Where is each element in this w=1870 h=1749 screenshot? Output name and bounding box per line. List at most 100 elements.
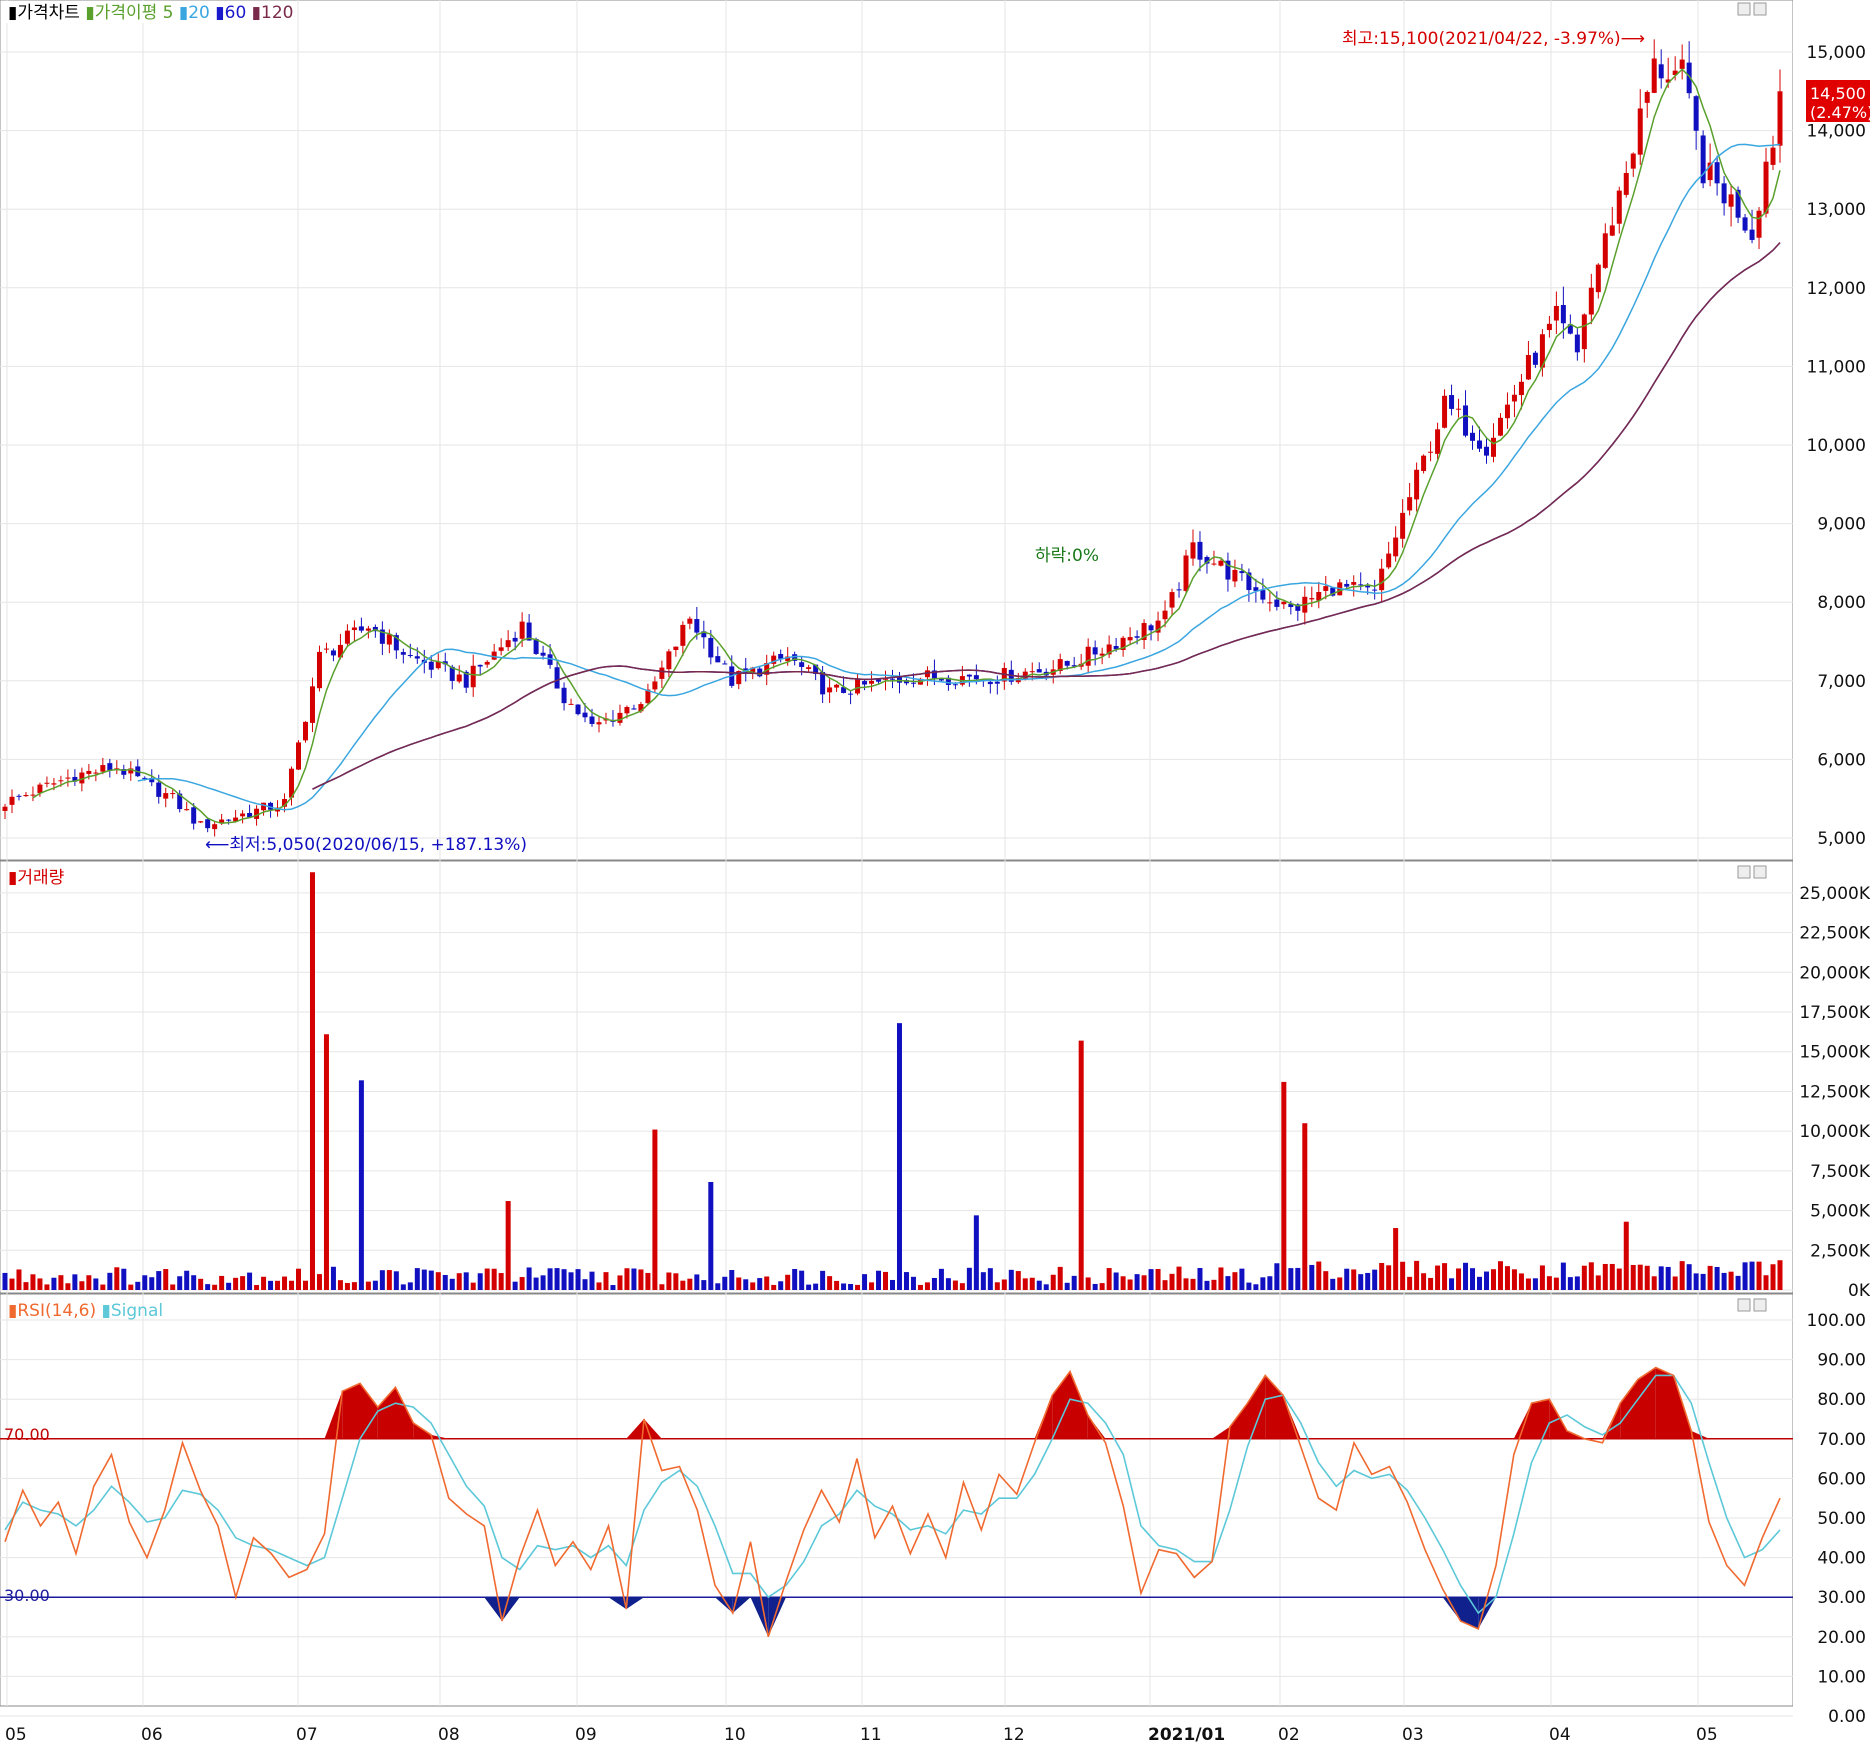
- volume-y-tick: 12,500K: [1799, 1082, 1870, 1102]
- candle-body: [337, 644, 343, 658]
- volume-bar: [184, 1270, 190, 1290]
- candle-body: [1253, 587, 1259, 591]
- volume-panel: [0, 860, 1794, 1294]
- volume-bar: [456, 1273, 462, 1290]
- volume-bar: [917, 1284, 923, 1290]
- candle-body: [435, 661, 441, 669]
- candle-body: [1204, 556, 1210, 564]
- candle-body: [1749, 229, 1755, 240]
- volume-bar: [1127, 1279, 1133, 1290]
- volume-bar: [1463, 1262, 1469, 1290]
- candle-body: [1225, 560, 1231, 580]
- candle-body: [792, 654, 798, 661]
- volume-bar: [1351, 1269, 1357, 1290]
- volume-bar: [1085, 1277, 1091, 1290]
- candle-body: [1658, 64, 1664, 79]
- candle-body: [862, 681, 868, 685]
- candle-body: [1309, 598, 1315, 600]
- rsi-overbought-fill: [395, 1387, 414, 1439]
- candle-body: [799, 662, 805, 667]
- x-tick-label: 12: [1003, 1725, 1025, 1745]
- close-icon[interactable]: [1753, 1298, 1767, 1312]
- rsi-70-label: 70.00: [4, 1425, 50, 1444]
- candle-body: [86, 770, 92, 774]
- candle-body: [994, 681, 1000, 684]
- candle-body: [365, 628, 371, 631]
- candle-body: [2, 806, 8, 811]
- rsi-y-tick: 40.00: [1817, 1549, 1866, 1569]
- volume-bar: [1581, 1265, 1587, 1290]
- candle-body: [1211, 563, 1217, 565]
- candle-body: [1532, 352, 1538, 365]
- volume-bar: [1456, 1268, 1462, 1290]
- candle-body: [848, 693, 854, 695]
- volume-y-tick: 20,000K: [1799, 963, 1870, 983]
- volume-bar: [1043, 1284, 1049, 1290]
- volume-bar: [330, 1266, 336, 1290]
- candle-body: [1127, 637, 1133, 641]
- price-panel: [0, 0, 1794, 861]
- candle-body: [386, 634, 392, 645]
- volume-bar: [1518, 1273, 1524, 1290]
- candle-body: [177, 793, 183, 810]
- volume-bar: [505, 1201, 511, 1290]
- candle-body: [1435, 429, 1441, 454]
- volume-bar: [1393, 1228, 1399, 1290]
- volume-bar: [498, 1273, 504, 1290]
- minimize-icon[interactable]: [1737, 2, 1751, 16]
- volume-bar: [1504, 1266, 1510, 1290]
- volume-bar: [1672, 1276, 1678, 1290]
- rsi-oversold-fill: [732, 1597, 751, 1614]
- rsi-y-tick: 70.00: [1817, 1430, 1866, 1450]
- volume-bar: [778, 1281, 784, 1290]
- volume-bar: [1490, 1269, 1496, 1290]
- volume-bar: [813, 1283, 819, 1290]
- volume-bar: [519, 1277, 525, 1290]
- volume-bar: [1092, 1283, 1098, 1290]
- panel-controls[interactable]: [1737, 2, 1767, 1312]
- volume-bar: [1400, 1261, 1406, 1290]
- rsi-overbought-fill: [1247, 1375, 1266, 1439]
- close-icon[interactable]: [1753, 865, 1767, 879]
- candle-body: [750, 667, 756, 673]
- volume-bar: [1176, 1266, 1182, 1290]
- volume-bar: [442, 1274, 448, 1290]
- volume-bar: [1295, 1267, 1301, 1290]
- last-price: 14,500: [1810, 84, 1866, 103]
- volume-bar: [1365, 1272, 1371, 1290]
- volume-bar: [945, 1278, 951, 1290]
- minimize-icon[interactable]: [1737, 1298, 1751, 1312]
- volume-bar: [938, 1268, 944, 1290]
- price-y-tick: 13,000: [1807, 200, 1866, 220]
- minimize-icon[interactable]: [1737, 865, 1751, 879]
- volume-bar: [1029, 1277, 1035, 1290]
- volume-y-tick: 5,000K: [1810, 1202, 1870, 1222]
- volume-bar: [1742, 1262, 1748, 1290]
- volume-bar: [449, 1278, 455, 1290]
- candle-body: [30, 794, 36, 796]
- volume-bar: [1120, 1276, 1126, 1290]
- price-y-tick: 10,000: [1807, 436, 1866, 456]
- candle-body: [37, 784, 43, 794]
- candle-body: [463, 671, 469, 688]
- candle-body: [1267, 602, 1273, 604]
- candle-body: [344, 630, 350, 644]
- volume-bar: [163, 1269, 169, 1290]
- candle-body: [470, 665, 476, 688]
- close-icon[interactable]: [1753, 2, 1767, 16]
- volume-y-tick: 17,500K: [1799, 1003, 1870, 1023]
- volume-bar: [107, 1272, 113, 1290]
- candle-body: [1651, 58, 1657, 93]
- volume-bar: [666, 1272, 672, 1290]
- candle-body: [268, 802, 274, 810]
- last-price-tag: 14,500 (2.47%): [1806, 80, 1870, 122]
- volume-bar: [1574, 1276, 1580, 1290]
- volume-bar: [924, 1282, 930, 1290]
- volume-bar: [93, 1278, 99, 1290]
- price-y-tick: 12,000: [1807, 279, 1866, 299]
- candle-body: [414, 656, 420, 659]
- x-tick-label: 02: [1278, 1725, 1300, 1745]
- volume-bar: [477, 1273, 483, 1290]
- volume-bar: [44, 1284, 50, 1290]
- candle-body: [1239, 571, 1245, 574]
